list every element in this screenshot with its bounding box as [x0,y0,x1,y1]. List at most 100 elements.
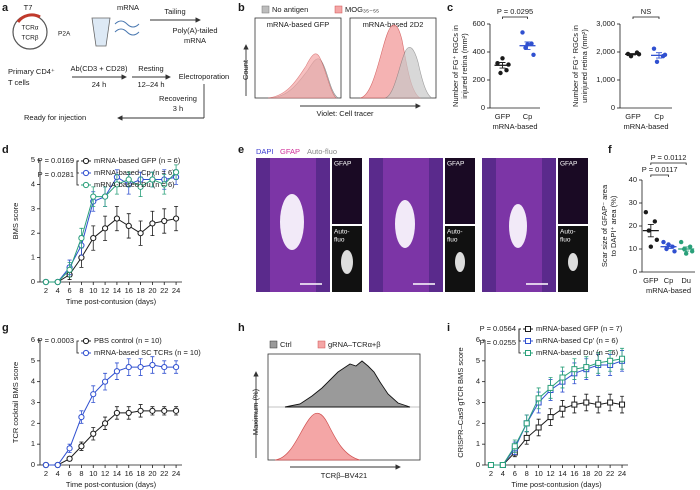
x-tick-label: 16 [570,469,578,478]
sem-bar [524,41,531,50]
x-tick-label: 6 [513,469,517,478]
y-tick-label: 1 [31,439,35,448]
annotation: P = 0.0255 [480,338,516,347]
y-axis-label: to DAPI⁺ area (%) [609,195,618,256]
y-tick-label: 400 [472,47,485,56]
y-tick-label: 40 [629,175,637,184]
y-tick-label: 10 [629,244,637,253]
inset-label: Auto- [334,229,350,236]
series-line [490,401,623,466]
y-tick-label: 6 [31,335,35,344]
histogram [284,360,411,408]
inset-label: Auto- [560,229,576,236]
x-tick-label: 24 [172,286,180,295]
marker [571,366,578,373]
y-tick-label: 4 [476,377,480,386]
dot [672,249,677,254]
annotation: P = 0.0295 [497,7,533,16]
marker [90,430,97,437]
dot [652,219,658,224]
x-tick-label: 8 [525,469,529,478]
marker [90,234,97,242]
cells-label: T cells [8,78,30,87]
image-set: GFAP Auto- fluo [256,158,362,292]
x-axis-label: Time post-contusion (days) [511,480,602,489]
dot [643,210,649,215]
step-label: Ab(CD3 + CD28) [71,64,128,73]
dot [506,62,511,67]
lesion [280,194,304,250]
axis-label: Violet: Cell tracer [317,109,374,118]
inset-image [445,158,475,224]
dot [504,68,509,73]
marker [547,414,554,421]
legend-marker [82,349,90,357]
panel-label: f [608,144,612,156]
y-tick-label: 0 [31,460,35,469]
x-tick-label: 2 [44,286,48,295]
dot [500,56,505,61]
marker [42,461,50,469]
marker [161,181,168,188]
inset-label: fluo [334,237,345,244]
channel-label: Auto-fluo [307,147,337,156]
marker [149,176,156,183]
legend-label: PBS control (n = 10) [94,336,162,345]
legend-label: mRNA-based Du (n = 6) [94,180,175,189]
y-tick-label: 6 [476,335,480,344]
step-label: 12–24 h [137,80,164,89]
tube [91,17,111,47]
x-tick-label: 12 [546,469,554,478]
y-axis-label: BMS score [11,203,20,240]
panel-h-histogram: Ctrl gRNA–TCRα+β Maximum (%) TCRβ–BV421 [251,340,421,480]
x-tick-label: 4 [56,286,60,295]
marker [172,363,180,371]
dot [498,70,503,76]
marker [595,359,602,366]
marker [172,169,180,176]
product-label: mRNA [184,36,206,45]
inset-lesion [568,253,578,271]
marker [125,409,132,417]
sem-bar [630,53,636,56]
x-tick-label: 18 [582,469,590,478]
dot [666,242,671,247]
x-tick-label: GFP [643,276,658,285]
sem-bar [499,62,506,69]
x-tick-label: 14 [113,286,121,295]
dot [678,239,684,245]
panel-label: g [2,322,9,334]
marker [125,363,132,371]
x-tick-label: 24 [172,469,180,478]
legend-marker [82,157,90,165]
x-tick-label: 16 [125,469,133,478]
y-tick-label: 1,000 [596,75,615,84]
y-tick-label: 200 [472,75,485,84]
marker [137,363,144,371]
bracket [502,16,528,19]
y-tick-label: 30 [629,198,637,207]
series-line [45,176,177,283]
y-tick-label: 2,000 [596,47,615,56]
series-line [45,410,177,466]
inset-label: GFAP [447,161,464,168]
marker [559,374,566,381]
legend-marker [82,337,90,345]
marker [101,378,109,385]
y-tick-label: 1 [31,253,35,262]
y-axis-label: Scar size of GFAP⁻ area [600,184,609,267]
plasmid-label: T7 [24,3,33,12]
dot [661,239,666,245]
annotation: P = 0.0281 [38,170,74,179]
x-axis-label: Time post-contusion (days) [66,297,157,306]
y-axis-label: Number of FG⁺ RGCs in [571,25,580,107]
dot [687,244,693,249]
marker [66,445,73,452]
legend-label: mRNA-based Cp (n = 6) [94,168,175,177]
marker [101,225,109,232]
legend-label: Ctrl [280,340,292,349]
x-tick-label: Cp [664,276,674,285]
marker [571,401,578,408]
y-tick-label: 2 [31,228,35,237]
